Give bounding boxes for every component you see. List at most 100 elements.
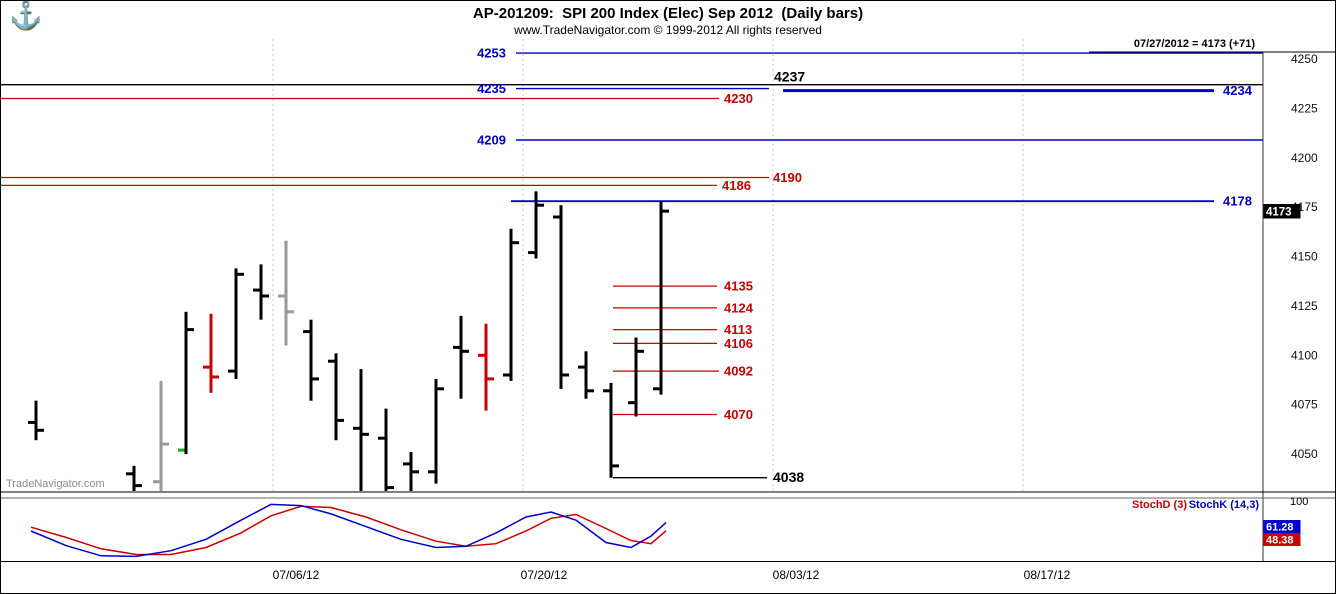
level-label-4186: 4186 [722,178,751,193]
level-label-4092: 4092 [724,364,753,379]
ohlc-close-tick [512,241,519,245]
ohlc-open-tick [553,215,560,219]
ohlc-bar-stem [209,313,213,393]
ohlc-bar-stem [184,311,188,454]
level-label-4234: 4234 [1223,83,1253,98]
level-label-4178: 4178 [1223,194,1252,209]
ohlc-open-tick [153,480,160,484]
ohlc-bar-stem [234,268,238,379]
ohlc-close-tick [462,349,469,353]
level-label-4070: 4070 [724,407,753,422]
ohlc-close-tick [162,442,169,446]
ohlc-bar-stem [659,201,663,395]
ohlc-bar-stem [132,465,136,491]
ohlc-open-tick [528,251,535,255]
ohlc-open-tick [28,420,35,424]
level-label-4113: 4113 [724,322,752,337]
ohlc-close-tick [562,373,569,377]
ohlc-close-tick [212,375,219,379]
ohlc-open-tick [378,436,385,440]
ohlc-bar-stem [334,353,338,441]
ohlc-bar-stem [509,228,513,381]
stochk-label: StochK (14,3) [1189,499,1260,511]
level-label-4190: 4190 [773,170,802,185]
trade-navigator-logo-icon: ⚓ [9,0,43,30]
level-label-4106: 4106 [724,336,753,351]
ohlc-close-tick [412,470,419,474]
last-price-tag [1263,204,1301,219]
ohlc-bar-stem [34,400,38,441]
ohlc-open-tick [126,472,133,476]
ohlc-bar-stem [609,382,613,478]
price-axis-label: 4125 [1291,299,1318,313]
ohlc-open-tick [303,330,310,334]
indicator-scale-100-label: 100 [1290,496,1308,508]
ohlc-open-tick [178,448,185,452]
date-axis-label: 08/03/12 [773,568,820,582]
stochk-curve [30,503,667,558]
ohlc-close-tick [487,377,494,381]
ohlc-open-tick [503,373,510,377]
ohlc-bar-stem [584,351,588,399]
level-label-4253: 4253 [477,46,506,61]
level-label-4038: 4038 [773,469,804,485]
ohlc-open-tick [403,462,410,466]
ohlc-close-tick [135,484,142,488]
ohlc-open-tick [603,389,610,393]
ohlc-close-tick [37,428,44,432]
ohlc-bar-stem [309,319,313,401]
ohlc-close-tick [237,272,244,276]
ohlc-open-tick [628,401,635,405]
price-axis-label: 4050 [1291,447,1318,461]
level-label-4124: 4124 [724,300,754,315]
ohlc-open-tick [353,426,360,430]
stochk-value-text: 61.28 [1266,522,1294,534]
chart-title: AP-201209: SPI 200 Index (Elec) Sep 2012… [472,5,864,22]
ohlc-bar-stem [534,191,538,259]
date-axis-label: 08/17/12 [1024,568,1071,582]
ohlc-close-tick [312,377,319,381]
watermark-text: TradeNavigator.com [6,478,105,490]
price-axis-label: 4200 [1291,151,1318,165]
ohlc-open-tick [253,288,260,292]
ohlc-open-tick [478,353,485,357]
ohlc-close-tick [537,203,544,207]
ohlc-close-tick [287,310,294,314]
ohlc-bar-stem [159,380,163,491]
last-quote-info: 07/27/2012 = 4173 (+71) [1133,38,1255,50]
ohlc-open-tick [578,365,585,369]
level-label-4237: 4237 [774,69,805,85]
ohlc-close-tick [637,349,644,353]
stochd-curve [30,505,667,556]
stochd-value-tag [1263,533,1301,546]
level-label-4235: 4235 [477,81,506,96]
date-axis-label: 07/06/12 [273,568,320,582]
ohlc-close-tick [187,328,194,332]
ohlc-bar-stem [359,369,363,491]
ohlc-bar-stem [634,337,638,417]
level-label-4135: 4135 [724,279,753,294]
last-price-tag-value: 4173 [1266,207,1292,219]
date-axis-label: 07/20/12 [521,568,568,582]
ohlc-close-tick [262,294,269,298]
price-axis-label: 4150 [1291,250,1318,264]
ohlc-open-tick [653,387,660,391]
ohlc-close-tick [337,418,344,422]
ohlc-open-tick [328,359,335,363]
price-axis-label: 4100 [1291,348,1318,362]
ohlc-open-tick [428,470,435,474]
ohlc-close-tick [612,464,619,468]
ohlc-close-tick [362,432,369,436]
stochd-value-text: 48.38 [1266,535,1294,547]
level-label-4230: 4230 [724,91,753,106]
chart-copyright-subtitle: www.TradeNavigator.com © 1999-2012 All r… [514,23,822,37]
ohlc-open-tick [278,294,285,298]
price-axis-label: 4225 [1291,101,1318,115]
ohlc-bar-stem [259,264,263,320]
price-axis-label: 4250 [1291,52,1318,66]
stochd-label: StochD (3) [1132,499,1187,511]
ohlc-bar-stem [409,452,413,491]
ohlc-bar-stem [459,315,463,399]
